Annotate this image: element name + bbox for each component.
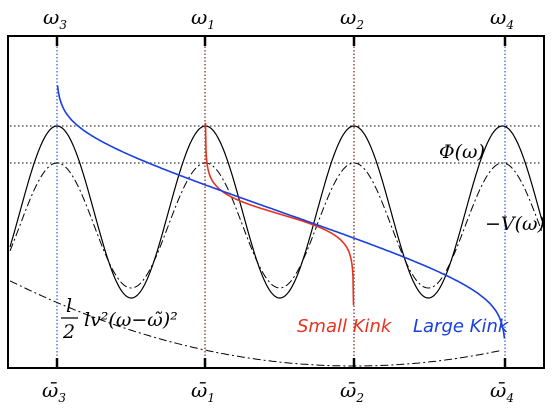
svg-text:ω̄2: ω̄2: [340, 378, 364, 405]
small-kink-curve: [204, 122, 355, 306]
bottom-label-omega2-bar: ω̄2: [340, 378, 364, 405]
phi-label: Φ(ω): [439, 141, 485, 163]
neg-v-label: −V(ω): [485, 213, 545, 235]
svg-text:ω̄4: ω̄4: [490, 378, 514, 405]
top-label-omega2: ω2: [340, 5, 364, 32]
large-kink-label: Large Kink: [413, 316, 510, 337]
bottom-label-omega1-bar: ω̄1: [191, 378, 215, 405]
bottom-label-omega3-bar: ω̄3: [42, 378, 66, 405]
parabola-formula: l 2 lv²(ω−ω̃)²: [61, 295, 178, 343]
svg-text:2: 2: [62, 321, 75, 343]
small-kink-label: Small Kink: [297, 316, 393, 337]
plot-frame: [7, 35, 545, 369]
svg-text:ω̄1: ω̄1: [191, 378, 215, 405]
top-label-omega4: ω4: [490, 5, 514, 32]
parabola-curve: [9, 280, 501, 367]
top-label-omega1: ω1: [191, 5, 215, 32]
large-kink-curve: [56, 85, 506, 339]
svg-text:ω1: ω1: [191, 5, 215, 32]
svg-text:ω̄3: ω̄3: [42, 378, 66, 405]
svg-text:lv²(ω−ω̃)²: lv²(ω−ω̃)²: [84, 309, 178, 331]
svg-text:ω4: ω4: [490, 5, 514, 32]
phi-curve: [9, 125, 543, 299]
bottom-label-omega4-bar: ω̄4: [490, 378, 514, 405]
top-label-omega3: ω3: [43, 5, 67, 32]
svg-text:ω2: ω2: [340, 5, 364, 32]
svg-text:l: l: [66, 295, 72, 317]
svg-text:ω3: ω3: [43, 5, 67, 32]
neg-v-curve: [9, 162, 543, 289]
